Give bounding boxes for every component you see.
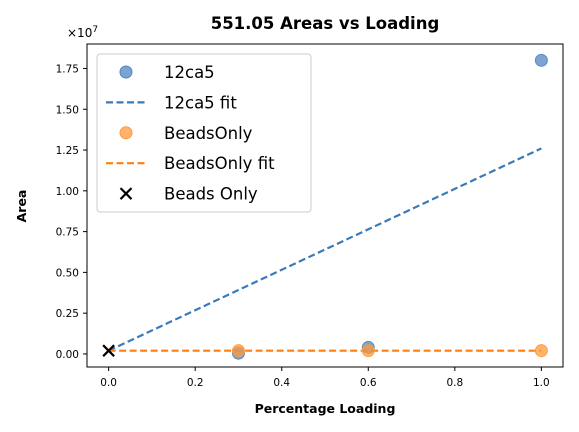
data-point <box>231 344 245 358</box>
legend-item: BeadsOnly <box>119 124 253 143</box>
x-axis: 0.0 0.2 0.4 0.6 0.8 1.0 <box>100 367 550 389</box>
y-tick-label: 0.00 <box>56 349 79 361</box>
legend-label: BeadsOnly fit <box>164 154 275 173</box>
x-tick-label: 0.8 <box>446 377 463 389</box>
legend-marker <box>119 126 133 140</box>
data-point <box>534 53 548 67</box>
y-tick-label: 0.75 <box>56 227 79 239</box>
x-tick-label: 1.0 <box>533 377 550 389</box>
series-line <box>108 147 542 352</box>
legend: 12ca5 12ca5 fit BeadsOnly BeadsOnly fit Bead… <box>96 53 312 213</box>
legend-label: BeadsOnly <box>164 124 253 143</box>
axes-frame <box>86 43 564 368</box>
x-tick-label: 0.2 <box>187 377 204 389</box>
legend-item: 12ca5 <box>119 63 215 82</box>
legend-item: BeadsOnly fit <box>106 154 275 173</box>
y-tick-label: 0.25 <box>56 308 79 320</box>
y-multiplier: ×107 <box>67 25 98 40</box>
data-point-x <box>102 344 115 357</box>
chart-title: 551.05 Areas vs Loading <box>211 14 440 33</box>
y-axis: 0.00 0.25 0.50 0.75 1.00 1.25 1.50 1.75 <box>56 63 87 361</box>
legend-frame <box>96 53 312 213</box>
x-marker-stroke <box>102 344 115 357</box>
x-axis-label: Percentage Loading <box>255 401 396 416</box>
y-tick-label: 1.75 <box>56 63 79 75</box>
y-tick-label: 0.50 <box>56 267 79 279</box>
legend-x-marker <box>119 187 133 200</box>
legend-item: Beads Only <box>119 185 258 204</box>
plot-area <box>102 53 548 360</box>
y-tick-label: 1.50 <box>56 104 79 116</box>
legend-label: 12ca5 fit <box>164 93 237 112</box>
data-point <box>361 344 375 358</box>
y-tick-label: 1.25 <box>56 145 79 157</box>
data-point <box>534 344 548 358</box>
legend-item: 12ca5 fit <box>106 93 237 112</box>
legend-label: 12ca5 <box>164 63 215 82</box>
x-tick-label: 0.6 <box>360 377 377 389</box>
x-tick-label: 0.4 <box>273 377 290 389</box>
legend-marker <box>119 65 133 79</box>
x-tick-label: 0.0 <box>100 377 117 389</box>
legend-label: Beads Only <box>164 185 258 204</box>
y-axis-label: Area <box>14 190 29 223</box>
y-tick-label: 1.00 <box>56 186 79 198</box>
